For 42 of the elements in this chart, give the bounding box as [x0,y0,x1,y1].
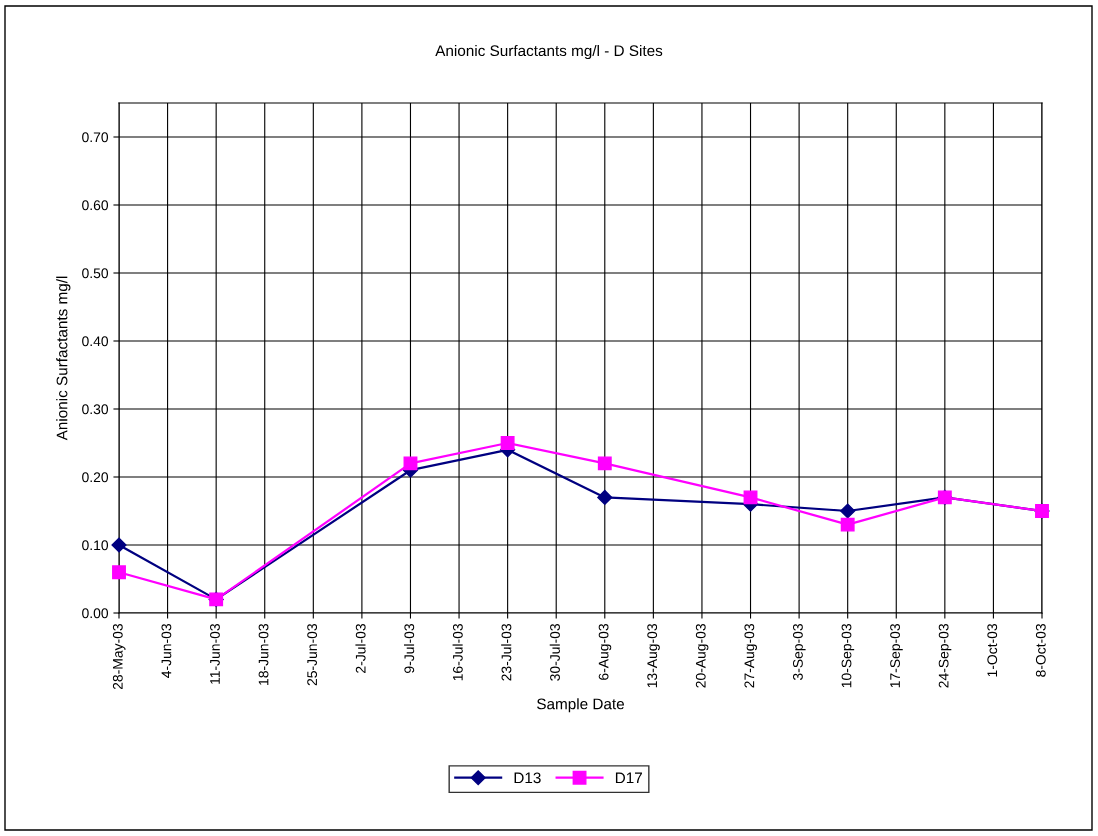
y-tick-label: 0.00 [82,608,109,619]
x-tick-label: 28-May-03 [112,624,126,690]
legend-label: D17 [615,772,642,784]
x-tick-label: 16-Jul-03 [452,624,463,681]
y-axis-title: Anionic Surfactants mg/l [56,276,71,441]
x-tick-label: 4-Jun-03 [161,624,172,678]
x-tick-label: 27-Aug-03 [744,624,757,688]
point [840,517,855,532]
x-tick-label: 8-Oct-03 [1035,624,1046,677]
y-tick-label: 0.60 [82,200,109,211]
x-tick-label: 3-Sep-03 [793,624,806,681]
x-tick-label: 17-Sep-03 [890,624,903,688]
point [111,537,127,553]
y-tick-label: 0.50 [82,268,109,279]
y-tick-label: 0.20 [82,472,109,483]
y-tick-label: 0.40 [82,336,109,347]
x-tick-label: 25-Jun-03 [307,624,318,686]
x-tick-label: 2-Jul-03 [355,624,366,673]
x-tick-label: 11-Jun-03 [210,624,220,684]
point [597,489,613,505]
point [597,456,612,471]
y-tick-label: 0.30 [82,404,109,415]
x-tick-label: 18-Jun-03 [258,624,269,685]
x-tick-label: 10-Sep-03 [841,624,855,688]
x-tick-label: 30-Jul-03 [549,624,560,681]
point [112,565,126,580]
y-tick-label: 0.10 [82,540,109,551]
x-tick-label: 6-Aug-03 [598,624,612,680]
point [500,436,515,450]
legend-label: D13 [514,772,541,784]
point [743,490,758,505]
point [403,456,418,471]
chart-title: Anionic Surfactants mg/l - D Sites [435,44,663,60]
x-axis-title: Sample Date [537,698,624,713]
x-tick-label: 13-Aug-03 [647,624,660,688]
x-tick-label: 24-Sep-03 [938,624,952,688]
x-tick-label: 9-Jul-03 [404,624,415,673]
x-tick-label: 1-Oct-03 [987,624,998,677]
x-tick-label: 20-Aug-03 [695,624,709,688]
point [840,503,856,519]
x-tick-label: 23-Jul-03 [501,624,512,681]
y-tick-label: 0.70 [82,132,109,143]
